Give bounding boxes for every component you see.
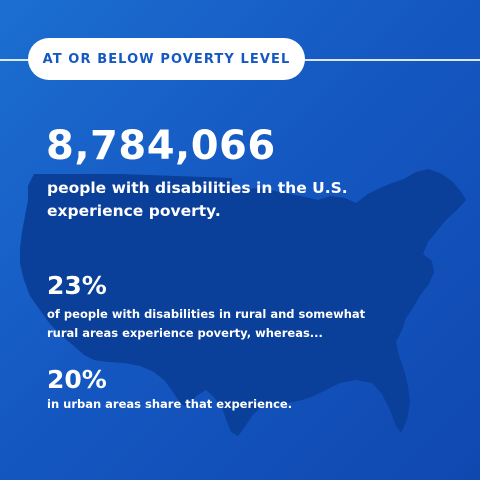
rural-line-1: of people with disabilities in rural and… [47,307,366,321]
category-badge: AT OR BELOW POVERTY LEVEL [28,38,305,80]
us-map-shape [20,169,466,436]
headline-line-1: people with disabilities in the U.S. [47,179,348,197]
headline-number: 8,784,066 [46,123,276,169]
rural-description: of people with disabilities in rural and… [47,305,365,343]
headline-line-2: experience poverty. [47,202,221,221]
urban-description: in urban areas share that experience. [47,395,292,414]
headline-description: people with disabilities in the U.S. exp… [47,177,348,224]
urban-line-1: in urban areas share that experience. [47,397,293,411]
category-badge-label: AT OR BELOW POVERTY LEVEL [42,51,291,67]
rural-line-2: rural areas experience poverty, whereas.… [47,325,323,340]
urban-percent: 20% [47,365,107,394]
rural-percent: 23% [47,271,107,300]
